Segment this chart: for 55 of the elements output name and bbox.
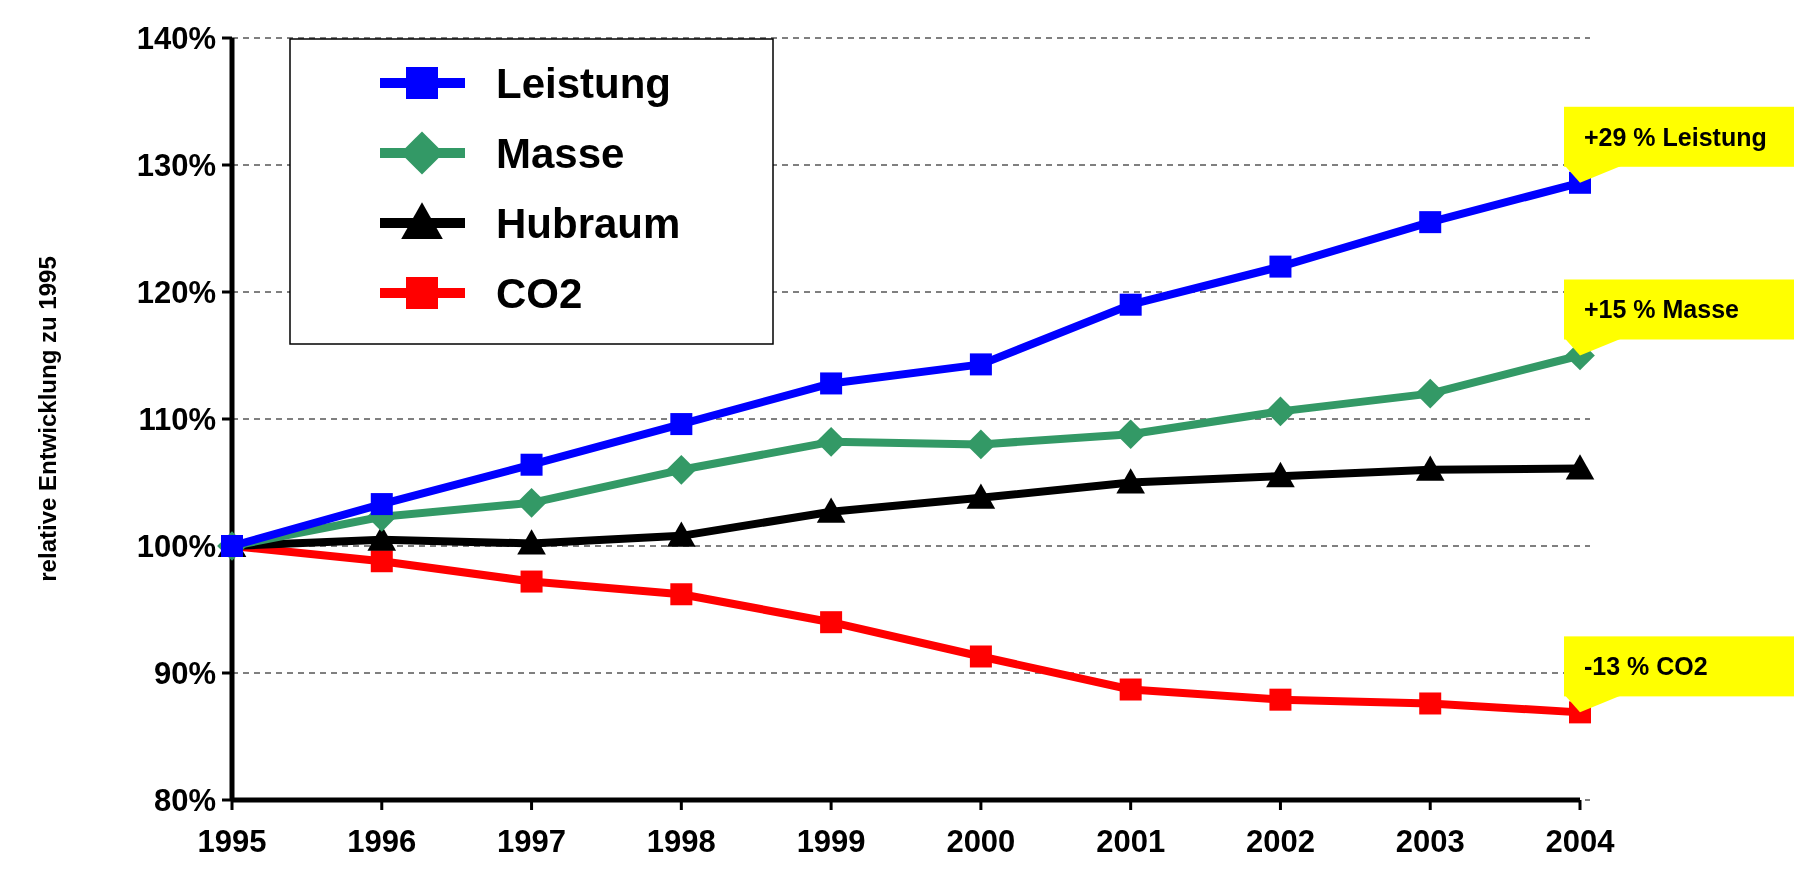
point xyxy=(520,453,543,476)
x-tick-label: 1998 xyxy=(646,824,716,859)
y-axis-title: relative Entwicklung zu 1995 xyxy=(34,256,61,582)
x-tick-label: 2002 xyxy=(1245,824,1315,859)
annotation: -13 % CO2 xyxy=(1584,652,1708,681)
point xyxy=(670,583,693,606)
x-tick-label: 1999 xyxy=(796,824,866,859)
y-tick-label: 80% xyxy=(153,782,216,818)
point xyxy=(1269,255,1292,278)
point xyxy=(516,487,547,518)
point xyxy=(670,413,693,436)
point xyxy=(370,550,393,573)
point xyxy=(1115,419,1146,450)
point xyxy=(820,372,843,395)
annotation: +15 % Masse xyxy=(1584,295,1740,324)
legend-label: CO2 xyxy=(496,269,583,317)
point xyxy=(1119,293,1142,316)
point xyxy=(517,529,546,555)
x-tick-label: 1996 xyxy=(347,824,417,859)
point xyxy=(370,493,393,516)
point xyxy=(667,521,696,547)
point xyxy=(1266,461,1295,488)
point xyxy=(1269,688,1292,711)
x-tick-label: 2001 xyxy=(1096,824,1166,859)
x-tick-label: 2000 xyxy=(946,824,1016,859)
y-tick-label: 130% xyxy=(136,147,216,183)
point xyxy=(1415,455,1445,481)
annotation: +29 % Leistung xyxy=(1584,122,1767,151)
point xyxy=(666,454,697,485)
x-tick-label: 1997 xyxy=(497,824,567,859)
point xyxy=(1419,211,1442,234)
point xyxy=(1119,678,1142,701)
legend-label: Masse xyxy=(496,129,625,177)
point xyxy=(1265,396,1296,427)
point xyxy=(1415,378,1446,409)
x-tick-label: 1995 xyxy=(197,824,267,859)
y-tick-label: 140% xyxy=(136,20,216,56)
legend-label: Leistung xyxy=(496,59,671,107)
point xyxy=(966,429,996,460)
x-tick-label: 2004 xyxy=(1545,824,1616,859)
point xyxy=(820,611,843,634)
y-tick-label: 120% xyxy=(136,274,216,310)
y-tick-label: 110% xyxy=(138,401,216,437)
legend-label: Hubraum xyxy=(496,199,681,247)
y-tick-label: 100% xyxy=(136,528,216,564)
point xyxy=(520,570,543,593)
point xyxy=(816,497,846,523)
point xyxy=(969,353,992,376)
point xyxy=(969,645,992,668)
point xyxy=(966,483,996,509)
y-tick-label: 90% xyxy=(153,655,216,691)
point xyxy=(1565,454,1595,480)
point xyxy=(1116,468,1145,494)
point xyxy=(1419,692,1442,715)
x-tick-label: 2003 xyxy=(1395,824,1465,859)
